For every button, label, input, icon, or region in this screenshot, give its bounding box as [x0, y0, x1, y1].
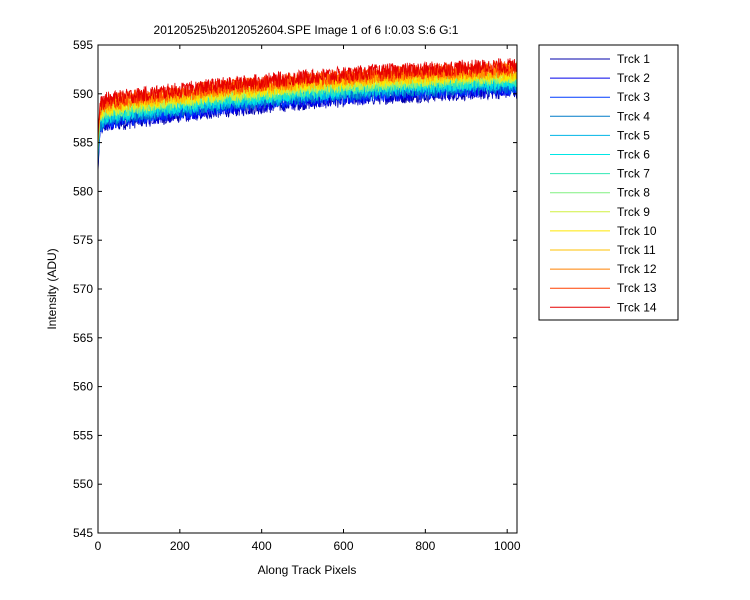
x-tick-label: 1000 [494, 539, 521, 553]
legend-label: Trck 11 [617, 243, 656, 257]
legend-items: Trck 1 Trck 2 Trck 3 Trck 4 Trck 5 Trck 6 Trck… [550, 52, 657, 314]
y-axis-ticks: 545 550 555 560 565 570 575 580 585 590 595 [73, 38, 517, 540]
legend-box [538, 44, 679, 321]
axes-background [98, 45, 517, 533]
y-tick-label: 545 [73, 526, 93, 540]
legend-label: Trck 1 [617, 52, 650, 66]
legend-label: Trck 14 [617, 300, 657, 314]
legend-label: Trck 2 [617, 71, 650, 85]
y-tick-label: 565 [73, 331, 93, 345]
series-line-5 [97, 75, 518, 161]
legend-label: Trck 12 [617, 262, 657, 276]
y-tick-label: 585 [73, 136, 93, 150]
legend-label: Trck 9 [617, 205, 650, 219]
y-tick-label: 560 [73, 380, 93, 394]
legend-label: Trck 3 [617, 90, 650, 104]
x-axis-label: Along Track Pixels [258, 563, 357, 577]
legend-label: Trck 13 [617, 281, 657, 295]
y-tick-label: 590 [73, 87, 93, 101]
x-axis-ticks: 0 200 400 600 800 1000 [95, 45, 521, 553]
legend-label: Trck 6 [617, 148, 650, 162]
y-tick-label: 550 [73, 477, 93, 491]
series-layer [97, 58, 518, 172]
y-tick-label: 555 [73, 428, 93, 442]
y-tick-label: 595 [73, 38, 93, 52]
chart-title: 20120525\b2012052604.SPE Image 1 of 6 I:… [154, 23, 459, 37]
legend-label: Trck 4 [617, 109, 650, 123]
y-axis-label: Intensity (ADU) [45, 248, 59, 329]
x-tick-label: 600 [333, 539, 353, 553]
x-tick-label: 800 [415, 539, 435, 553]
legend: Trck 1 Trck 2 Trck 3 Trck 4 Trck 5 Trck 6 Trck… [538, 44, 679, 321]
series-line-14 [97, 58, 518, 134]
legend-label: Trck 8 [617, 186, 650, 200]
legend-label: Trck 10 [617, 224, 657, 238]
y-tick-label: 580 [73, 184, 93, 198]
y-tick-label: 575 [73, 233, 93, 247]
x-tick-label: 200 [170, 539, 190, 553]
y-tick-label: 570 [73, 282, 93, 296]
legend-label: Trck 5 [617, 128, 650, 142]
plot-area: 0 200 400 600 800 1000 5455505555605655705755… [73, 38, 521, 553]
legend-label: Trck 7 [617, 167, 650, 181]
x-tick-label: 0 [95, 539, 102, 553]
x-tick-label: 400 [252, 539, 272, 553]
